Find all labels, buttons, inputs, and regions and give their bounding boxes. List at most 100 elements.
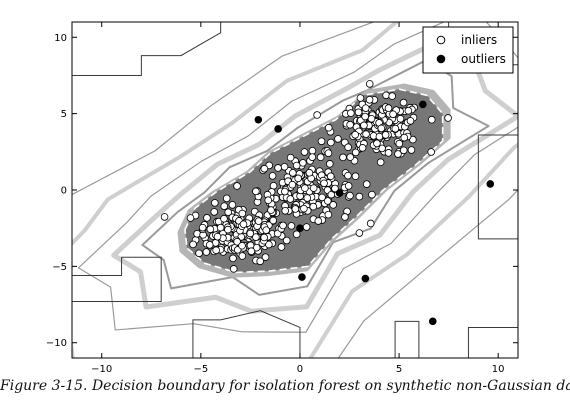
inlier-point [287,222,296,230]
inlier-point [394,150,402,158]
inlier-point [331,184,339,193]
inlier-point [286,195,295,203]
contour-step-line [72,256,162,302]
inlier-point [274,164,282,172]
inlier-point [292,161,301,170]
inlier-point [220,214,228,223]
inlier-point [305,168,314,177]
x-tick-label: −10 [91,364,112,375]
inlier-point [373,139,381,148]
inlier-point [317,137,326,146]
inlier-point [344,182,353,190]
inlier-point [399,98,408,107]
outlier-point [298,273,306,281]
inlier-point [239,220,248,229]
inlier-point [326,172,335,181]
inlier-point [160,213,169,221]
inlier-point [202,248,211,256]
outlier-points [254,100,495,326]
x-tick-label: 0 [297,364,303,375]
inlier-point [399,146,408,155]
inlier-point [260,233,268,242]
inlier-point [320,179,328,188]
contour-step-line [72,22,222,76]
inlier-point [362,180,371,188]
outlier-point [296,224,304,232]
inlier-point [316,153,325,162]
y-tick-label: 0 [61,186,67,197]
inlier-point [224,225,232,234]
inlier-point [384,149,393,157]
contour-step-line [192,310,301,358]
inlier-point [334,135,342,143]
inlier-point [355,192,364,201]
inlier-point [264,196,273,205]
contour-ring [77,22,518,333]
inlier-point [404,106,413,115]
inlier-point [213,232,222,241]
inlier-point [351,131,359,139]
legend-inliers-label: inliers [461,33,497,47]
legend-outliers-label: outliers [461,52,506,66]
inlier-point [308,146,317,155]
inlier-point [346,153,355,161]
inlier-point [268,172,277,180]
inlier-point [238,252,247,260]
inlier-point [212,246,220,255]
inlier-point [361,112,369,121]
inlier-point [341,213,349,221]
x-tick-label: 5 [396,364,402,375]
inlier-point [358,144,367,152]
legend: inliers outliers [422,26,514,74]
inlier-point [389,110,397,119]
inlier-point [198,223,207,232]
inlier-point [254,217,263,225]
inlier-point [388,92,396,100]
outlier-point [361,274,370,283]
inlier-point [300,204,308,213]
y-tick-label: −5 [52,262,67,273]
y-tick-label: 5 [61,109,67,120]
inlier-point [222,194,231,203]
inlier-point [262,226,270,234]
inlier-point [313,111,321,119]
inlier-point [233,182,241,190]
contour-step-line [467,326,518,358]
inlier-point [229,254,237,263]
inlier-point [361,104,370,112]
outlier-point [335,189,344,197]
inlier-point [351,148,360,157]
inlier-point [347,109,355,117]
inlier-point [377,124,386,133]
inlier-point [368,190,376,199]
inlier-point [292,230,301,238]
contour-ring [72,22,518,358]
inlier-point [233,237,241,246]
inlier-points [160,80,452,273]
legend-inlier-marker [436,35,446,45]
contour-ring [111,34,518,314]
inlier-point [355,229,364,237]
inlier-point [291,205,300,213]
x-tick-label: −5 [193,364,208,375]
inlier-point [288,180,297,189]
inlier-point [314,217,323,225]
inlier-point [427,148,435,156]
inlier-point [366,219,375,228]
inlier-point [344,171,352,180]
inlier-point [205,241,214,249]
inlier-point [396,114,405,123]
contour-step-line [394,320,420,358]
inlier-point [365,80,374,88]
inlier-point [367,114,376,123]
outlier-point [428,317,437,326]
isolation-forest-chart: −10 −5 0 5 10 −10 −5 0 5 10 inliers outliers [46,21,519,375]
inlier-point [329,201,337,209]
inlier-point [444,114,452,122]
inlier-point [354,108,363,117]
inlier-point [324,123,333,132]
y-tick-label: 10 [54,33,67,44]
axis-ticks: −10 −5 0 5 10 −10 −5 0 5 10 [46,22,518,375]
inlier-point [238,241,246,250]
inlier-point [326,160,334,168]
